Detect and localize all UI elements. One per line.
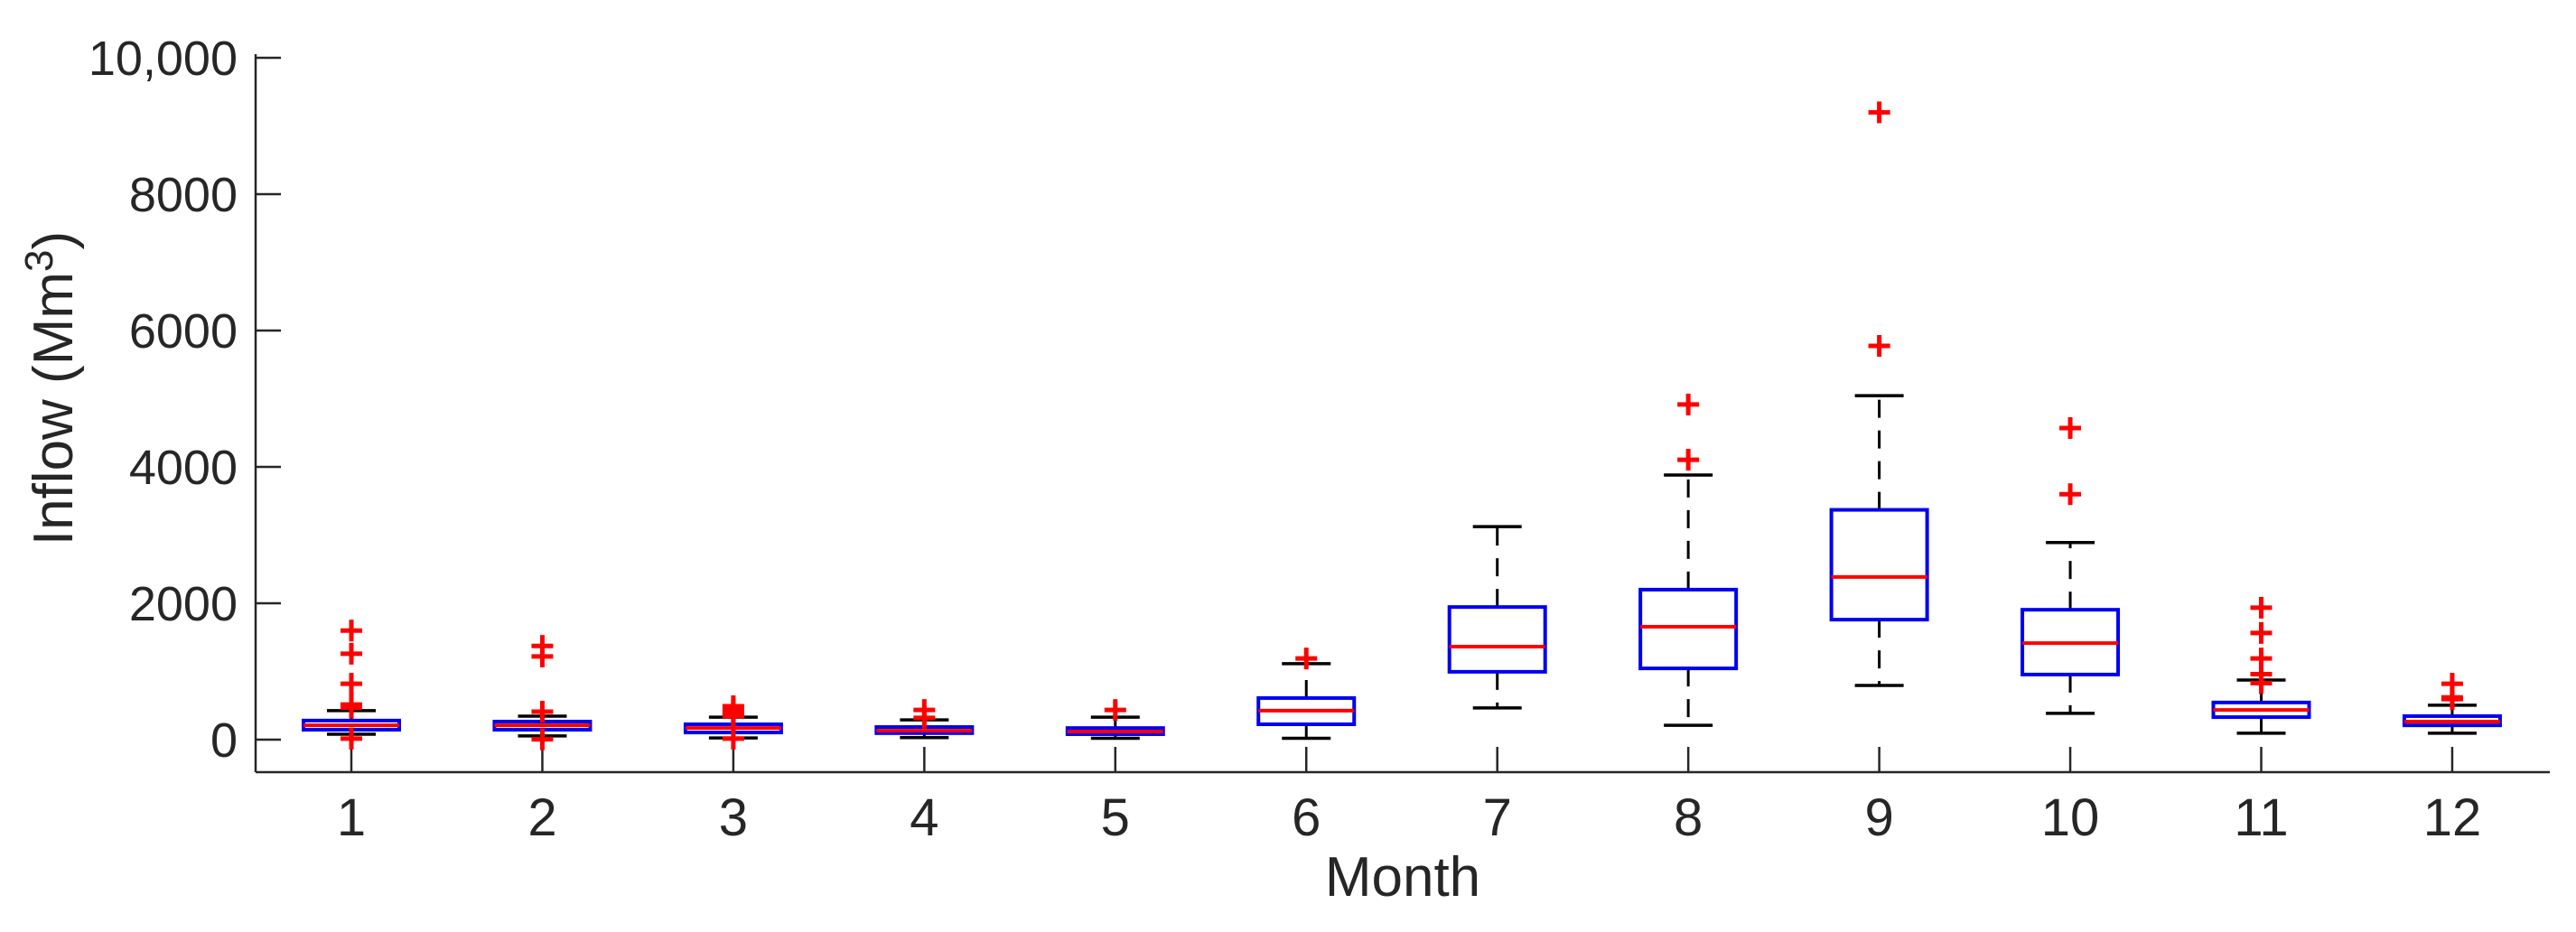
y-axis-label-superscript: 3 xyxy=(17,250,61,272)
x-tick-label: 10 xyxy=(2041,788,2100,847)
box-month-8 xyxy=(1638,587,1739,671)
x-tick-label: 1 xyxy=(337,788,366,847)
box-month-7 xyxy=(1447,605,1547,674)
x-tick-label: 2 xyxy=(527,788,556,847)
x-tick-label: 3 xyxy=(719,788,748,847)
y-tick-label: 4000 xyxy=(129,441,238,495)
y-axis-label-prefix: Inflow (Mm xyxy=(23,272,85,545)
x-tick-label: 5 xyxy=(1101,788,1130,847)
y-axis-label: Inflow (Mm3) xyxy=(17,231,85,545)
x-tick-label: 8 xyxy=(1674,788,1703,847)
y-tick-label: 6000 xyxy=(129,304,238,359)
y-tick-label: 10,000 xyxy=(89,32,238,86)
y-tick-label: 0 xyxy=(210,713,238,768)
y-tick-label: 8000 xyxy=(129,168,238,222)
x-tick-label: 9 xyxy=(1864,788,1893,847)
x-tick-label: 4 xyxy=(910,788,938,847)
y-axis-label-suffix: ) xyxy=(23,231,85,250)
x-axis-label: Month xyxy=(1325,846,1480,909)
y-tick-label: 2000 xyxy=(129,577,238,631)
box-month-9 xyxy=(1829,508,1929,622)
x-tick-label: 7 xyxy=(1483,788,1512,847)
x-tick-label: 12 xyxy=(2423,788,2482,847)
x-tick-label: 6 xyxy=(1292,788,1321,847)
x-tick-label: 11 xyxy=(2234,788,2288,847)
